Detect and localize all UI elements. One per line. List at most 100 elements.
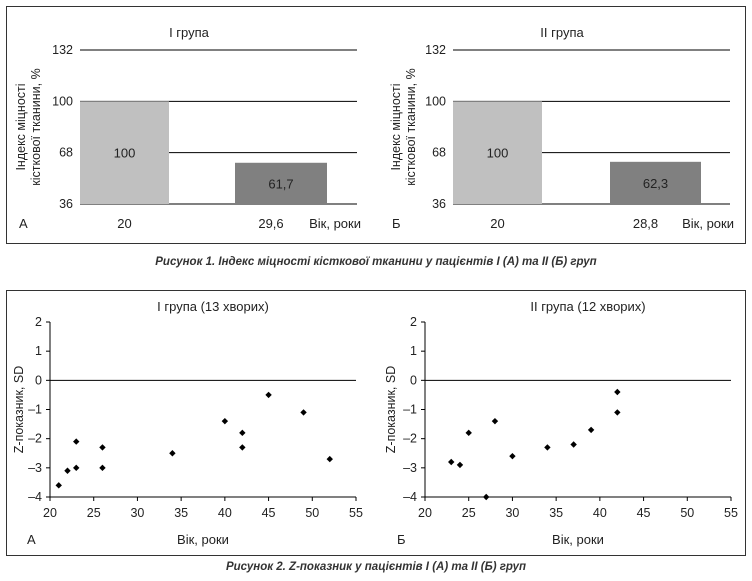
x-tick-label: 35 xyxy=(174,506,188,520)
data-point xyxy=(483,493,490,501)
data-point xyxy=(239,429,246,437)
x-tick-label: 45 xyxy=(262,506,276,520)
x-category-label: 29,6 xyxy=(258,216,283,231)
data-point xyxy=(448,458,455,466)
bar-value-label: 62,3 xyxy=(643,176,668,191)
data-point xyxy=(99,464,106,472)
x-tick-label: 50 xyxy=(305,506,319,520)
chart-title: ІІ група (12 хворих) xyxy=(530,299,645,314)
data-point xyxy=(570,441,577,448)
y-tick-label: –1 xyxy=(403,403,417,417)
y-tick-label: –3 xyxy=(28,461,42,475)
figure1-panel: 36 68 100 132 100 20 61,7 29,6 І група Вік, роки І… xyxy=(6,6,746,244)
panel-letter: Б xyxy=(392,216,401,231)
y-tick-label: 0 xyxy=(35,373,42,387)
y-tick-label: 68 xyxy=(432,146,446,160)
data-point xyxy=(99,444,106,451)
y-tick-label: –1 xyxy=(28,403,42,417)
y-tick-label: –4 xyxy=(403,490,417,504)
panel-letter: А xyxy=(27,532,36,547)
y-axis-label-line1: Індекс міцності xyxy=(14,83,28,170)
bar-2 xyxy=(610,161,701,204)
data-point xyxy=(465,429,472,437)
x-tick-label: 40 xyxy=(218,506,232,520)
data-point xyxy=(326,455,333,463)
x-tick-label: 40 xyxy=(593,506,607,520)
x-category-label: 20 xyxy=(490,216,504,231)
y-tick-label: 132 xyxy=(425,43,446,57)
x-axis-label: Вік, роки xyxy=(552,532,604,547)
y-axis-label: Z-показник, SD xyxy=(12,366,26,453)
x-tick-label: 55 xyxy=(724,506,738,520)
x-tick-label: 20 xyxy=(43,506,57,520)
bar-1 xyxy=(80,101,169,204)
y-tick-label: 36 xyxy=(59,197,73,211)
x-category-label: 20 xyxy=(117,216,131,231)
y-tick-label: 1 xyxy=(410,344,417,358)
panel-letter: А xyxy=(19,216,28,231)
y-tick-label: 36 xyxy=(432,197,446,211)
y-tick-label: 132 xyxy=(52,43,73,57)
y-axis-label-line2: кісткової тканини, % xyxy=(404,68,418,185)
panel-letter: Б xyxy=(397,532,406,547)
bar-1 xyxy=(453,101,542,204)
data-point xyxy=(239,444,246,451)
figure2-panel: –4 –3 –2 –1 0 1 2 20 25 30 35 40 45 50 55 І група (13 х… xyxy=(6,290,746,556)
y-tick-label: –4 xyxy=(28,490,42,504)
data-point xyxy=(587,426,595,434)
data-point xyxy=(55,482,62,489)
figure2-caption: Рисунок 2. Z-показник у пацієнтів І (А) … xyxy=(225,561,527,573)
bar-value-label: 100 xyxy=(487,146,509,161)
x-tick-label: 50 xyxy=(680,506,694,520)
x-category-label: 28,8 xyxy=(633,216,658,231)
y-tick-label: 68 xyxy=(59,146,73,160)
x-tick-label: 25 xyxy=(462,506,476,520)
x-axis-label: Вік, роки xyxy=(309,216,361,231)
data-point xyxy=(300,409,307,416)
data-point xyxy=(73,438,80,445)
y-tick-label: –3 xyxy=(403,461,417,475)
x-tick-label: 25 xyxy=(87,506,101,520)
bar-value-label: 61,7 xyxy=(268,176,293,191)
data-point xyxy=(64,467,71,474)
x-axis-label: Вік, роки xyxy=(682,216,734,231)
data-point xyxy=(221,417,229,425)
data-point xyxy=(614,409,621,416)
data-point xyxy=(456,461,464,469)
y-tick-label: 2 xyxy=(35,315,42,329)
x-tick-label: 30 xyxy=(130,506,144,520)
bar-2 xyxy=(235,162,327,204)
chart-title: ІІ група xyxy=(540,25,584,40)
data-point xyxy=(265,391,272,399)
y-tick-label: 1 xyxy=(35,344,42,358)
y-tick-label: 2 xyxy=(410,315,417,329)
x-tick-label: 35 xyxy=(549,506,563,520)
y-tick-label: 100 xyxy=(425,94,446,108)
figure1-caption: Рисунок 1. Індекс міцності кісткової тка… xyxy=(155,256,597,268)
y-axis-label: Індекс міцності кісткової тканини, % xyxy=(389,68,418,185)
data-point xyxy=(614,388,621,396)
x-tick-label: 20 xyxy=(418,506,432,520)
y-axis-label-line1: Індекс міцності xyxy=(389,83,403,170)
y-axis-label: Індекс міцності кісткової тканини, % xyxy=(14,68,43,185)
y-tick-label: –2 xyxy=(28,432,42,446)
data-point xyxy=(491,417,499,425)
x-axis-label: Вік, роки xyxy=(177,532,229,547)
data-point xyxy=(73,464,80,472)
chart-title: І група xyxy=(169,25,210,40)
figure1-svg: 36 68 100 132 100 20 61,7 29,6 І група Вік, роки І… xyxy=(14,25,734,231)
chart-title: І група (13 хворих) xyxy=(157,299,269,314)
x-tick-label: 45 xyxy=(637,506,651,520)
bar-value-label: 100 xyxy=(114,146,136,161)
y-tick-label: –2 xyxy=(403,432,417,446)
y-tick-label: 0 xyxy=(410,373,417,387)
x-tick-label: 30 xyxy=(505,506,519,520)
y-tick-label: 100 xyxy=(52,94,73,108)
y-axis-label-line2: кісткової тканини, % xyxy=(29,68,43,185)
data-point xyxy=(544,444,551,451)
data-point xyxy=(169,450,176,457)
data-point xyxy=(509,452,516,460)
x-tick-label: 55 xyxy=(349,506,363,520)
y-axis-label: Z-показник, SD xyxy=(384,366,398,453)
